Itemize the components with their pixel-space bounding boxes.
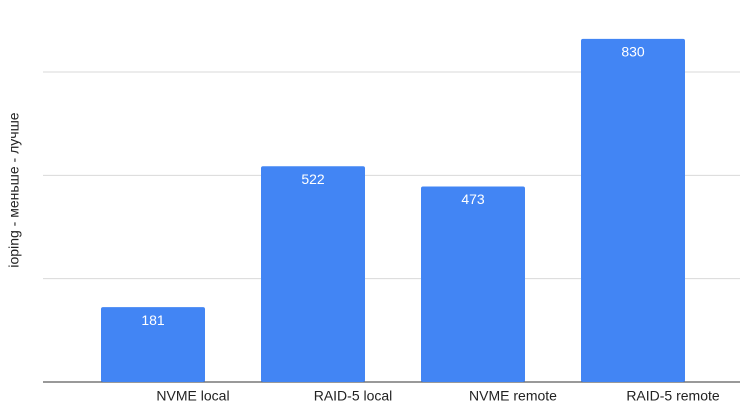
- x-tick-label: RAID-5 local: [314, 388, 393, 404]
- data-label: 473: [461, 191, 485, 207]
- bar: [101, 307, 205, 382]
- bar: [261, 166, 365, 382]
- x-tick-label: NVME local: [156, 388, 229, 404]
- bar: [581, 38, 685, 382]
- x-tick-label: NVME remote: [469, 388, 557, 404]
- data-label: 522: [301, 171, 325, 187]
- data-label: 830: [621, 44, 645, 60]
- y-axis-label: ioping - меньше - лучше: [6, 112, 22, 267]
- data-label: 181: [141, 312, 165, 328]
- bar: [421, 186, 525, 382]
- x-tick-label: RAID-5 remote: [626, 388, 720, 404]
